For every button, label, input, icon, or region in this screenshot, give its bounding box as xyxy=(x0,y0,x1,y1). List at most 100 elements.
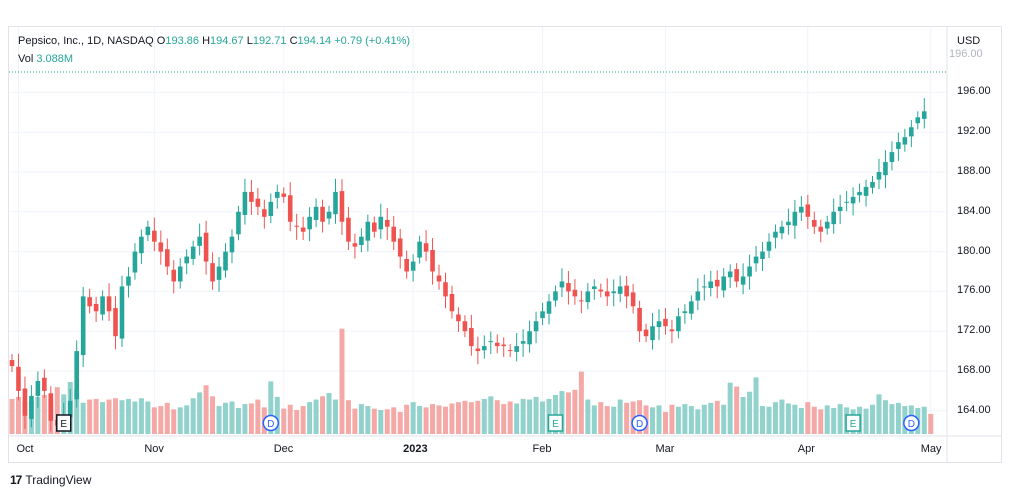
volume-bar xyxy=(229,401,235,434)
candle-body xyxy=(837,206,843,212)
candle-body xyxy=(695,291,701,301)
candle-body xyxy=(494,342,500,347)
candle-body xyxy=(540,311,545,319)
volume-bar xyxy=(235,408,241,434)
volume-bar xyxy=(223,402,229,434)
last-price-axis-label: 196.00 xyxy=(949,48,983,60)
candle-body xyxy=(42,377,47,391)
volume-bar xyxy=(617,399,623,434)
candle-body xyxy=(805,204,811,217)
candle-body xyxy=(255,198,261,207)
price-tick-label: 188.00 xyxy=(957,165,991,177)
candle-body xyxy=(876,172,882,180)
candle-body xyxy=(197,236,202,246)
volume-bar xyxy=(520,398,526,434)
candle-body xyxy=(689,301,694,314)
candle-body xyxy=(682,311,688,314)
candle-body xyxy=(242,191,248,215)
candle-body xyxy=(35,380,41,396)
candle-body xyxy=(617,286,623,294)
candle-body xyxy=(106,296,112,312)
candle-body xyxy=(799,206,804,213)
candle-body xyxy=(203,232,209,262)
volume-bar xyxy=(54,387,60,434)
candle-body xyxy=(889,152,895,163)
volume-bar xyxy=(125,398,131,434)
low-label: L xyxy=(246,35,253,47)
candle-body xyxy=(139,236,144,254)
candle-body xyxy=(909,127,914,137)
volume-bar xyxy=(481,398,487,434)
candle-body xyxy=(294,225,299,227)
earnings-marker-label: E xyxy=(552,419,559,430)
candle-body xyxy=(339,191,345,222)
candle-body xyxy=(274,191,280,198)
volume-bar xyxy=(656,405,662,434)
price-tick-label: 172.00 xyxy=(957,324,991,337)
candle-body xyxy=(883,162,888,176)
volume-bar xyxy=(358,404,364,434)
volume-bar xyxy=(624,402,630,434)
candle-body xyxy=(708,281,714,289)
candle-body xyxy=(145,226,151,236)
candle-body xyxy=(630,292,636,307)
candle-body xyxy=(734,269,739,282)
candle-body xyxy=(482,346,487,351)
volume-bar xyxy=(255,399,261,434)
candle-body xyxy=(346,217,351,242)
volume-bar xyxy=(248,403,254,434)
volume-bar xyxy=(695,409,701,434)
time-tick-label: Oct xyxy=(16,443,34,455)
volume-bar xyxy=(870,404,876,434)
volume-bar xyxy=(766,406,772,434)
candle-body xyxy=(727,271,733,278)
volume-bar xyxy=(462,400,468,434)
candle-body xyxy=(870,181,875,188)
volume-bar xyxy=(287,404,293,434)
currency-label[interactable]: USD xyxy=(957,35,981,47)
candle-body xyxy=(643,329,649,337)
candle-body xyxy=(119,286,125,339)
candle-body xyxy=(100,296,105,315)
candle-body xyxy=(773,231,778,238)
volume-bar xyxy=(675,406,681,434)
candle-body xyxy=(216,266,222,280)
candle-body xyxy=(48,393,54,421)
symbol-label[interactable]: Pepsico, Inc., 1D, NASDAQ xyxy=(18,35,154,47)
volume-bar xyxy=(15,396,21,434)
candle-body xyxy=(177,266,183,282)
candle-body xyxy=(281,193,287,197)
candle-body xyxy=(701,286,707,288)
volume-bar xyxy=(164,402,170,434)
volume-bar xyxy=(300,406,306,434)
candle-body xyxy=(171,269,177,282)
dividend-marker-icon xyxy=(262,414,280,432)
candle-body xyxy=(507,350,513,352)
volume-bar xyxy=(792,404,798,434)
candle-body xyxy=(824,221,830,229)
volume-bar xyxy=(87,399,93,434)
volume-bar xyxy=(449,403,455,434)
volume-legend: Vol 3.088M xyxy=(18,53,73,65)
tradingview-brand[interactable]: 17 TradingView xyxy=(10,473,91,487)
candle-body xyxy=(676,316,681,332)
candle-body xyxy=(475,348,481,352)
candle-body xyxy=(404,258,409,272)
candle-body xyxy=(579,300,584,302)
dividend-marker-label: D xyxy=(636,419,643,430)
time-tick-label: 2023 xyxy=(403,443,428,455)
volume-bar xyxy=(190,398,196,434)
volume-bar xyxy=(831,408,837,434)
candle-body xyxy=(300,227,306,232)
candle-body xyxy=(158,242,164,252)
volume-bar xyxy=(177,407,183,434)
volume-bar xyxy=(760,406,766,434)
candle-body xyxy=(423,243,429,252)
price-tick-label: 168.00 xyxy=(957,364,991,376)
candle-body xyxy=(417,241,422,258)
volume-label[interactable]: Vol xyxy=(18,53,34,65)
volume-bar xyxy=(100,402,106,434)
candle-body xyxy=(164,249,170,267)
volume-bar xyxy=(798,408,804,434)
